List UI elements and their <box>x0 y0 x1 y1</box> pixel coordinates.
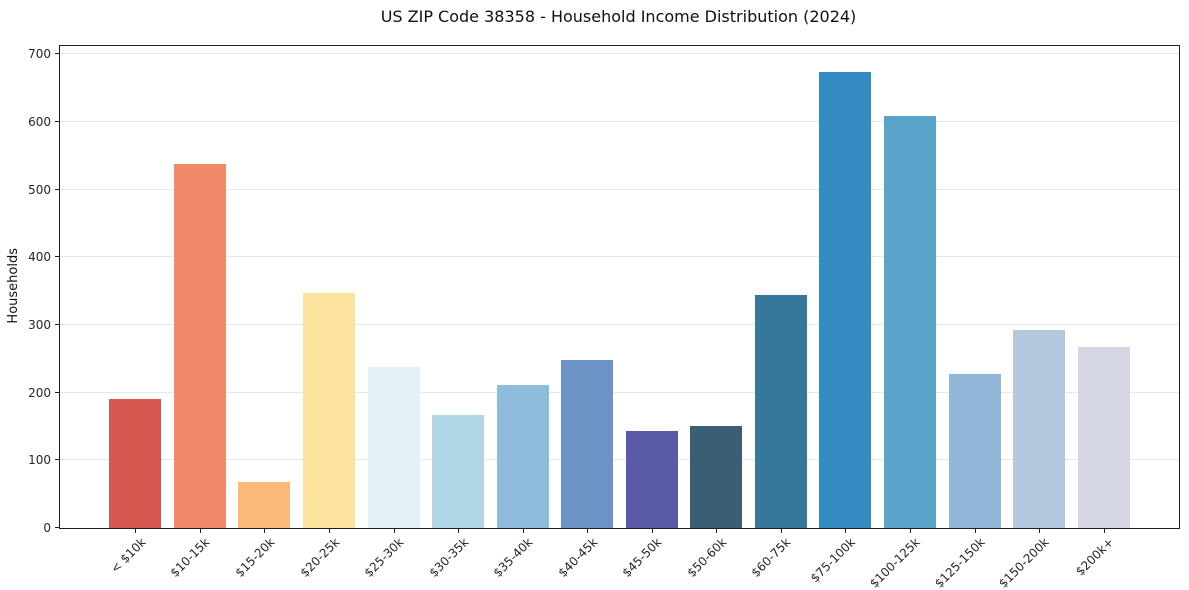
x-tick-label: $100-125k <box>867 535 923 590</box>
bar-125-150k <box>948 374 1001 528</box>
bar-60-75k <box>754 295 807 528</box>
x-tick-mark <box>264 528 266 533</box>
x-tick-mark <box>135 528 137 533</box>
bar-10k <box>109 398 162 528</box>
gridline-y-400 <box>60 256 1179 258</box>
y-tick-mark <box>55 53 60 55</box>
x-tick-label: $125-150k <box>931 535 988 590</box>
x-tick-label: $35-40k <box>490 535 536 580</box>
bar-75-100k <box>819 72 872 528</box>
y-tick-label: 300 <box>28 317 51 332</box>
x-tick-label: $25-30k <box>361 535 407 580</box>
bar-100-125k <box>884 116 937 528</box>
x-tick-label: $45-50k <box>619 535 665 580</box>
bar-15-20k <box>238 481 291 528</box>
x-tick-label: $15-20k <box>232 535 278 580</box>
bar-200k <box>1077 346 1130 528</box>
x-tick-label: $40-45k <box>555 535 601 580</box>
y-tick-mark <box>55 120 60 122</box>
y-tick-mark <box>55 391 60 393</box>
gridline-y-700 <box>60 53 1179 55</box>
x-tick-mark <box>199 528 201 533</box>
y-tick-mark <box>55 256 60 258</box>
bar-45-50k <box>625 430 678 528</box>
x-tick-mark <box>328 528 330 533</box>
y-tick-mark <box>55 323 60 325</box>
x-tick-label: $75-100k <box>808 535 859 586</box>
gridline-y-200 <box>60 391 1179 393</box>
x-tick-mark <box>845 528 847 533</box>
y-tick-label: 0 <box>43 521 51 535</box>
x-tick-label: $60-75k <box>748 535 794 580</box>
x-tick-mark <box>910 528 912 533</box>
gridline-y-300 <box>60 323 1179 325</box>
x-tick-label: < $10k <box>107 535 149 576</box>
y-tick-label: 600 <box>28 114 51 129</box>
x-tick-mark <box>780 528 782 533</box>
x-tick-label: $200k+ <box>1073 535 1117 579</box>
x-tick-mark <box>651 528 653 533</box>
plot-area: 0 100 200 300 400 500 600 700 < $10k $10-15k $15-2… <box>28 45 1180 590</box>
x-tick-mark <box>1103 528 1105 533</box>
bar-20-25k <box>302 293 355 528</box>
chart-title: US ZIP Code 38358 - Household Income Dis… <box>380 7 857 26</box>
y-tick-label: 700 <box>28 47 51 62</box>
x-tick-label: $20-25k <box>297 535 342 580</box>
gridline-y-600 <box>60 120 1179 122</box>
x-tick-mark <box>522 528 524 533</box>
bar-10-15k <box>173 164 226 528</box>
gridline-y-500 <box>60 188 1179 190</box>
y-tick-label: 200 <box>28 385 51 400</box>
y-tick-label: 500 <box>28 182 51 197</box>
x-tick-mark <box>1039 528 1041 533</box>
x-tick-label: $150-200k <box>996 535 1053 590</box>
bar-50-60k <box>690 426 743 528</box>
bar-25-30k <box>367 366 420 528</box>
x-tick-label: $10-15k <box>167 535 213 580</box>
gridline-y-100 <box>60 459 1179 461</box>
x-tick-mark <box>393 528 395 533</box>
x-tick-mark <box>587 528 589 533</box>
y-tick-label: 100 <box>28 453 51 468</box>
y-tick-label: 400 <box>28 250 51 265</box>
bar-40-45k <box>561 360 614 528</box>
y-tick-mark <box>55 188 60 190</box>
y-tick-mark <box>55 527 60 528</box>
bar-30-35k <box>432 414 485 528</box>
bar-35-40k <box>496 385 549 528</box>
y-axis-label-container: Households <box>6 45 21 527</box>
x-tick-label: $50-60k <box>684 535 730 580</box>
bar-150-200k <box>1013 329 1066 528</box>
x-tick-mark <box>458 528 460 533</box>
y-tick-mark <box>55 459 60 461</box>
x-tick-label: $30-35k <box>426 535 471 580</box>
y-axis-label: Households <box>6 248 21 324</box>
x-tick-mark <box>974 528 976 533</box>
x-tick-mark <box>716 528 718 533</box>
